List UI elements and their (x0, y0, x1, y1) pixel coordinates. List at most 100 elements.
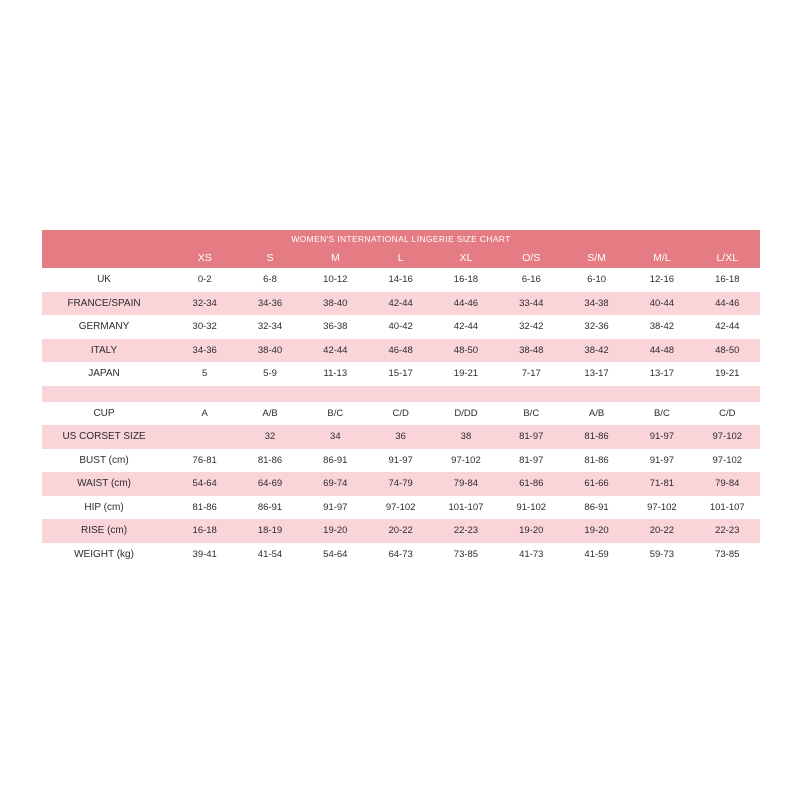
size-header-row: XS S M L XL O/S S/M M/L L/XL (42, 248, 760, 268)
table-cell: 30-32 (172, 315, 238, 339)
table-cell: 12-16 (629, 268, 695, 292)
table-cell: 34-36 (237, 291, 303, 315)
table-cell: 91-97 (302, 495, 368, 519)
table-cell: 38-42 (563, 338, 630, 362)
table-cell: 41-73 (498, 542, 564, 566)
table-cell: 81-97 (498, 425, 564, 449)
chart-title: WOMEN'S INTERNATIONAL LINGERIE SIZE CHAR… (42, 230, 760, 248)
table-cell: 32-36 (563, 315, 630, 339)
table-cell: 97-102 (694, 425, 760, 449)
table-cell: 18-19 (237, 519, 303, 543)
chart-title-row: WOMEN'S INTERNATIONAL LINGERIE SIZE CHAR… (42, 230, 760, 248)
table-cell: 86-91 (563, 495, 630, 519)
header-label-cell (42, 248, 173, 268)
table-cell: 91-97 (629, 425, 695, 449)
table-row: US CORSET SIZE 32 34 36 38 81-97 81-86 91-97 97-… (42, 425, 760, 449)
table-cell: 81-86 (237, 448, 303, 472)
row-label: RISE (cm) (42, 519, 173, 543)
table-cell: 101-107 (433, 495, 499, 519)
table-cell: 64-73 (367, 542, 434, 566)
row-label: GERMANY (42, 315, 173, 339)
table-cell: 16-18 (433, 268, 499, 292)
table-cell: 34 (302, 425, 368, 449)
table-cell: 81-86 (172, 495, 238, 519)
table-cell: 38-40 (237, 338, 303, 362)
table-cell: 42-44 (433, 315, 499, 339)
table-cell: 38-48 (498, 338, 564, 362)
table-cell: 34-38 (563, 291, 630, 315)
table-cell: 59-73 (629, 542, 695, 566)
table-cell: 6-16 (498, 268, 564, 292)
lingerie-size-chart-table: WOMEN'S INTERNATIONAL LINGERIE SIZE CHAR… (42, 230, 760, 566)
size-column-header: S (237, 248, 303, 268)
table-cell: 73-85 (433, 542, 499, 566)
table-cell: 19-21 (694, 362, 760, 386)
section-separator-row (42, 385, 760, 402)
table-cell: 38-42 (629, 315, 695, 339)
section-separator-cell (42, 385, 760, 402)
table-cell: 73-85 (694, 542, 760, 566)
table-cell: 61-66 (563, 472, 630, 496)
table-cell: 13-17 (563, 362, 630, 386)
table-row: HIP (cm) 81-86 86-91 91-97 97-102 101-107 91-1… (42, 495, 760, 519)
table-cell: 81-86 (563, 448, 630, 472)
table-cell: 19-20 (498, 519, 564, 543)
table-cell: 48-50 (433, 338, 499, 362)
table-cell: C/D (367, 401, 434, 425)
table-cell: 32-34 (237, 315, 303, 339)
table-cell: A (172, 401, 238, 425)
table-row: JAPAN 5 5-9 11-13 15-17 19-21 7-17 13-17 13-17 19… (42, 362, 760, 386)
table-cell: 5-9 (237, 362, 303, 386)
size-column-header: XL (433, 248, 499, 268)
row-label: CUP (42, 401, 173, 425)
table-cell: 41-59 (563, 542, 630, 566)
table-cell: 36-38 (302, 315, 368, 339)
table-row: BUST (cm) 76-81 81-86 86-91 91-97 97-102 81-97… (42, 448, 760, 472)
table-cell: 40-44 (629, 291, 695, 315)
size-column-header: O/S (498, 248, 564, 268)
table-cell: 42-44 (367, 291, 434, 315)
row-label: BUST (cm) (42, 448, 173, 472)
table-row: WEIGHT (kg) 39-41 41-54 54-64 64-73 73-85 41-7… (42, 542, 760, 566)
table-cell: 36 (367, 425, 434, 449)
table-cell: 38 (433, 425, 499, 449)
table-row: RISE (cm) 16-18 18-19 19-20 20-22 22-23 19-20 1… (42, 519, 760, 543)
table-cell: 14-16 (367, 268, 434, 292)
table-cell: 97-102 (694, 448, 760, 472)
table-cell: 81-86 (563, 425, 630, 449)
table-cell: 76-81 (172, 448, 238, 472)
table-cell: 71-81 (629, 472, 695, 496)
table-cell: 54-64 (302, 542, 368, 566)
table-cell: 0-2 (172, 268, 238, 292)
table-cell: 34-36 (172, 338, 238, 362)
row-label: WAIST (cm) (42, 472, 173, 496)
table-row: FRANCE/SPAIN 32-34 34-36 38-40 42-44 44-46 33-… (42, 291, 760, 315)
table-cell: 97-102 (629, 495, 695, 519)
row-label: ITALY (42, 338, 173, 362)
table-cell: 40-42 (367, 315, 434, 339)
table-cell: 101-107 (694, 495, 760, 519)
table-cell: 13-17 (629, 362, 695, 386)
table-cell: 19-20 (302, 519, 368, 543)
table-cell: 32 (237, 425, 303, 449)
table-cell: C/D (694, 401, 760, 425)
table-cell: 79-84 (433, 472, 499, 496)
table-cell: 69-74 (302, 472, 368, 496)
table-cell: 44-46 (433, 291, 499, 315)
table-cell: 15-17 (367, 362, 434, 386)
table-cell: 61-86 (498, 472, 564, 496)
table-cell: A/B (237, 401, 303, 425)
size-column-header: M (302, 248, 368, 268)
table-cell: 16-18 (172, 519, 238, 543)
table-cell: 10-12 (302, 268, 368, 292)
table-cell: 42-44 (694, 315, 760, 339)
row-label: US CORSET SIZE (42, 425, 173, 449)
table-row: UK 0-2 6-8 10-12 14-16 16-18 6-16 6-10 12-16 16-1… (42, 268, 760, 292)
table-cell: 32-34 (172, 291, 238, 315)
table-cell: 44-46 (694, 291, 760, 315)
table-cell: 91-102 (498, 495, 564, 519)
table-cell: 79-84 (694, 472, 760, 496)
table-cell: 74-79 (367, 472, 434, 496)
table-cell: 32-42 (498, 315, 564, 339)
